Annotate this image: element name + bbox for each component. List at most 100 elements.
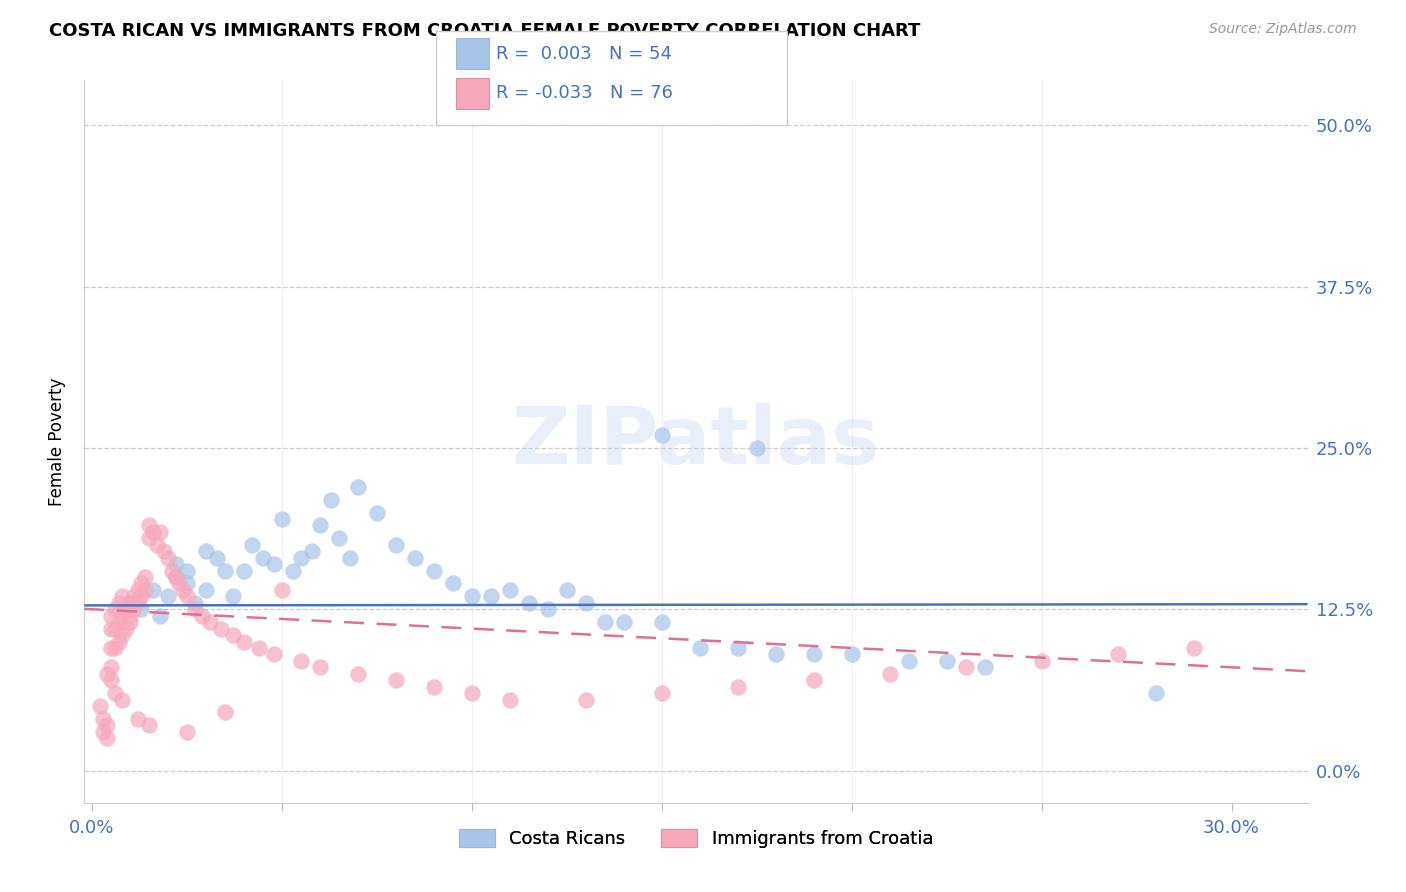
Point xyxy=(138,518,160,533)
Point xyxy=(176,590,198,604)
Point xyxy=(499,582,522,597)
Point xyxy=(107,634,129,648)
Point xyxy=(156,590,179,604)
Point xyxy=(131,576,153,591)
Point xyxy=(973,660,995,674)
Legend: Costa Ricans, Immigrants from Croatia: Costa Ricans, Immigrants from Croatia xyxy=(451,822,941,855)
Point xyxy=(1182,640,1205,655)
Point xyxy=(499,692,522,706)
Point xyxy=(149,608,172,623)
Point xyxy=(96,666,118,681)
Point xyxy=(165,557,187,571)
Point xyxy=(198,615,221,630)
Point xyxy=(727,680,749,694)
Point xyxy=(100,673,122,688)
Point xyxy=(328,531,350,545)
Point xyxy=(593,615,616,630)
Point xyxy=(613,615,636,630)
Point xyxy=(131,602,153,616)
Point xyxy=(263,648,285,662)
Point xyxy=(461,686,484,700)
Point xyxy=(115,602,138,616)
Point xyxy=(745,441,768,455)
Point xyxy=(134,570,156,584)
Point xyxy=(172,582,194,597)
Point xyxy=(555,582,578,597)
Point xyxy=(142,524,165,539)
Point xyxy=(131,590,153,604)
Point xyxy=(765,648,787,662)
Point xyxy=(96,731,118,746)
Point xyxy=(841,648,863,662)
Point xyxy=(651,428,673,442)
Text: R = -0.033   N = 76: R = -0.033 N = 76 xyxy=(496,85,673,103)
Point xyxy=(118,615,141,630)
Point xyxy=(441,576,464,591)
Text: R =  0.003   N = 54: R = 0.003 N = 54 xyxy=(496,45,672,62)
Point xyxy=(127,582,149,597)
Point xyxy=(283,564,305,578)
Point xyxy=(897,654,920,668)
Point xyxy=(404,550,426,565)
Point xyxy=(176,564,198,578)
Point xyxy=(651,686,673,700)
Point xyxy=(537,602,560,616)
Point xyxy=(111,590,134,604)
Point xyxy=(122,590,145,604)
Point xyxy=(263,557,285,571)
Point xyxy=(270,582,292,597)
Point xyxy=(104,622,127,636)
Point xyxy=(104,686,127,700)
Point xyxy=(385,673,408,688)
Point xyxy=(153,544,176,558)
Point xyxy=(935,654,957,668)
Point xyxy=(290,654,312,668)
Point xyxy=(209,622,232,636)
Point xyxy=(156,550,179,565)
Point xyxy=(347,480,370,494)
Point xyxy=(232,564,254,578)
Point xyxy=(339,550,361,565)
Point xyxy=(221,590,243,604)
Point xyxy=(651,615,673,630)
Point xyxy=(107,596,129,610)
Point xyxy=(183,596,205,610)
Point xyxy=(347,666,370,681)
Point xyxy=(309,660,332,674)
Point xyxy=(240,538,263,552)
Point xyxy=(955,660,977,674)
Point xyxy=(1107,648,1129,662)
Point xyxy=(100,640,122,655)
Point xyxy=(252,550,274,565)
Point xyxy=(575,692,598,706)
Point xyxy=(232,634,254,648)
Point xyxy=(575,596,598,610)
Point xyxy=(461,590,484,604)
Point xyxy=(221,628,243,642)
Point xyxy=(145,538,167,552)
Point xyxy=(134,582,156,597)
Y-axis label: Female Poverty: Female Poverty xyxy=(48,377,66,506)
Point xyxy=(89,699,111,714)
Point xyxy=(118,596,141,610)
Point xyxy=(115,622,138,636)
Point xyxy=(169,576,191,591)
Point xyxy=(138,718,160,732)
Point xyxy=(160,564,183,578)
Point xyxy=(290,550,312,565)
Point xyxy=(96,718,118,732)
Point xyxy=(111,692,134,706)
Point xyxy=(122,602,145,616)
Point xyxy=(127,712,149,726)
Point xyxy=(1144,686,1167,700)
Point xyxy=(118,596,141,610)
Point xyxy=(127,596,149,610)
Point xyxy=(803,648,825,662)
Point xyxy=(1031,654,1053,668)
Point xyxy=(93,724,115,739)
Point xyxy=(149,524,172,539)
Point xyxy=(214,564,236,578)
Text: COSTA RICAN VS IMMIGRANTS FROM CROATIA FEMALE POVERTY CORRELATION CHART: COSTA RICAN VS IMMIGRANTS FROM CROATIA F… xyxy=(49,22,921,40)
Point xyxy=(321,492,343,507)
Point xyxy=(207,550,229,565)
